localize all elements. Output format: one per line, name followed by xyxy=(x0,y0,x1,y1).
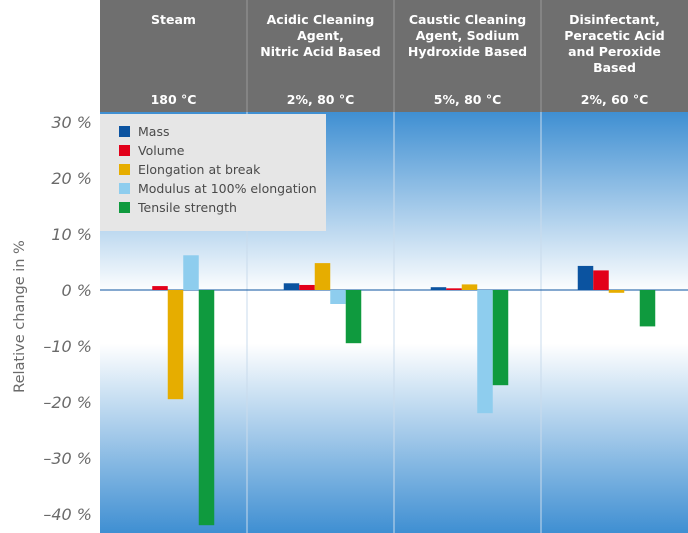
category-name: Agent, Sodium xyxy=(416,28,520,43)
bar xyxy=(430,287,447,290)
category-condition: 5%, 80 °C xyxy=(434,92,502,107)
category-condition: 2%, 80 °C xyxy=(287,92,355,107)
category-name: Agent, xyxy=(297,28,344,43)
legend-label: Volume xyxy=(138,143,185,158)
bar xyxy=(330,290,346,304)
legend-swatch xyxy=(119,126,130,137)
bar xyxy=(198,290,215,526)
bar xyxy=(283,283,300,290)
category-name: Disinfectant, xyxy=(569,12,660,27)
bar xyxy=(593,270,609,290)
y-tick-label: –30 % xyxy=(43,449,92,468)
category-name: Based xyxy=(593,60,636,75)
legend-background xyxy=(100,114,326,231)
y-tick-label: 10 % xyxy=(51,225,92,244)
legend-label: Modulus at 100% elongation xyxy=(138,181,317,196)
y-tick-label: 0 % xyxy=(62,281,92,300)
bar xyxy=(152,286,168,290)
legend-swatch xyxy=(119,202,130,213)
y-tick-label: 20 % xyxy=(51,169,92,188)
bar xyxy=(639,290,656,327)
legend-swatch xyxy=(119,183,130,194)
category-name: Acidic Cleaning xyxy=(267,12,375,27)
legend-label: Elongation at break xyxy=(138,162,261,177)
legend-label: Mass xyxy=(138,124,169,139)
category-condition: 2%, 60 °C xyxy=(581,92,649,107)
y-axis: 30 % 20 % 10 % 0 % –10 % –20 % –30 % –40 % Relat… xyxy=(12,113,92,524)
category-name: and Peroxide xyxy=(568,44,661,59)
bar xyxy=(345,290,362,344)
bar xyxy=(492,290,509,386)
bar xyxy=(608,290,625,293)
legend-swatch xyxy=(119,145,130,156)
y-tick-label: –40 % xyxy=(43,505,92,524)
category-name: Nitric Acid Based xyxy=(260,44,380,59)
bar xyxy=(314,263,331,290)
category-name: Hydroxide Based xyxy=(408,44,527,59)
legend-swatch xyxy=(119,164,130,175)
category-condition: 180 °C xyxy=(151,92,197,107)
y-axis-label: Relative change in % xyxy=(12,240,28,393)
y-tick-label: –10 % xyxy=(43,337,92,356)
legend: Mass Volume Elongation at break Modulus at … xyxy=(100,114,326,231)
category-name: Steam xyxy=(151,12,196,27)
category-name: Peracetic Acid xyxy=(564,28,664,43)
bars xyxy=(152,255,656,526)
bar xyxy=(577,265,594,290)
bar xyxy=(299,284,315,290)
y-tick-label: –20 % xyxy=(43,393,92,412)
bar xyxy=(477,290,493,414)
y-tick-label: 30 % xyxy=(51,113,92,132)
bar xyxy=(167,290,184,400)
column-dividers xyxy=(246,0,542,533)
bar xyxy=(183,255,199,290)
bar xyxy=(446,288,462,290)
bar xyxy=(461,284,478,290)
category-name: Caustic Cleaning xyxy=(409,12,526,27)
legend-label: Tensile strength xyxy=(137,200,237,215)
